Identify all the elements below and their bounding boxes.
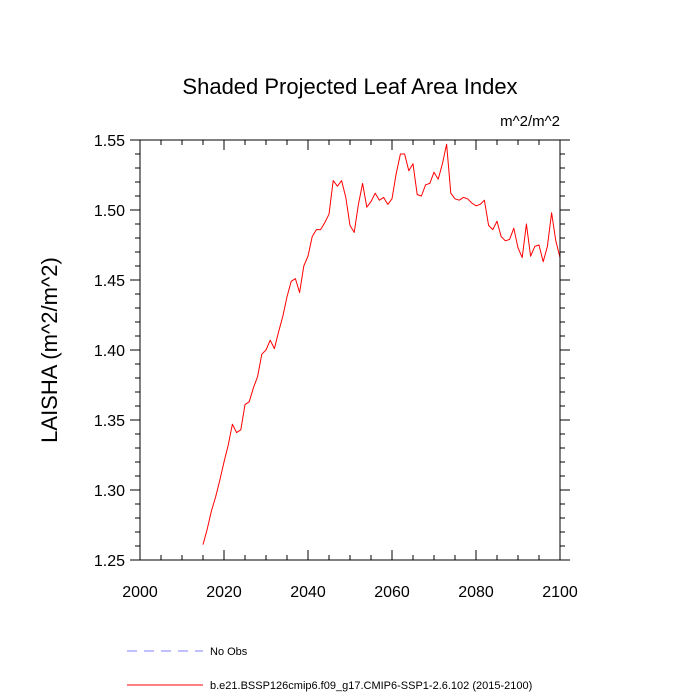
y-axis-label: LAISHA (m^2/m^2) xyxy=(37,257,62,443)
x-tick-label: 2060 xyxy=(374,584,410,601)
plot-frame xyxy=(139,139,561,561)
x-tick-label: 2020 xyxy=(206,584,242,601)
y-tick-label: 1.45 xyxy=(94,273,125,290)
legend: No Obs b.e21.BSSP126cmip6.f09_g17.CMIP6-… xyxy=(127,646,532,692)
y-tick-label: 1.30 xyxy=(94,483,125,500)
units-label: m^2/m^2 xyxy=(500,113,560,130)
legend-label-simulation: b.e21.BSSP126cmip6.f09_g17.CMIP6-SSP1-2.… xyxy=(210,680,532,692)
x-tick-label: 2100 xyxy=(542,584,578,601)
x-tick-label: 2000 xyxy=(122,584,158,601)
axis-ticks: 2000 2020 2040 2060 2080 2100 1.25 1.30 1.35 1.40… xyxy=(94,133,578,601)
y-tick-label: 1.35 xyxy=(94,413,125,430)
y-tick-label: 1.40 xyxy=(94,343,125,360)
y-tick-label: 1.25 xyxy=(94,553,125,570)
y-tick-label: 1.50 xyxy=(94,203,125,220)
chart-title: Shaded Projected Leaf Area Index xyxy=(182,74,517,99)
x-tick-label: 2080 xyxy=(458,584,494,601)
x-tick-label: 2040 xyxy=(290,584,326,601)
y-tick-label: 1.55 xyxy=(94,133,125,150)
series-layer xyxy=(202,143,561,545)
legend-label-no-obs: No Obs xyxy=(210,646,248,658)
series-line-0 xyxy=(202,143,561,545)
